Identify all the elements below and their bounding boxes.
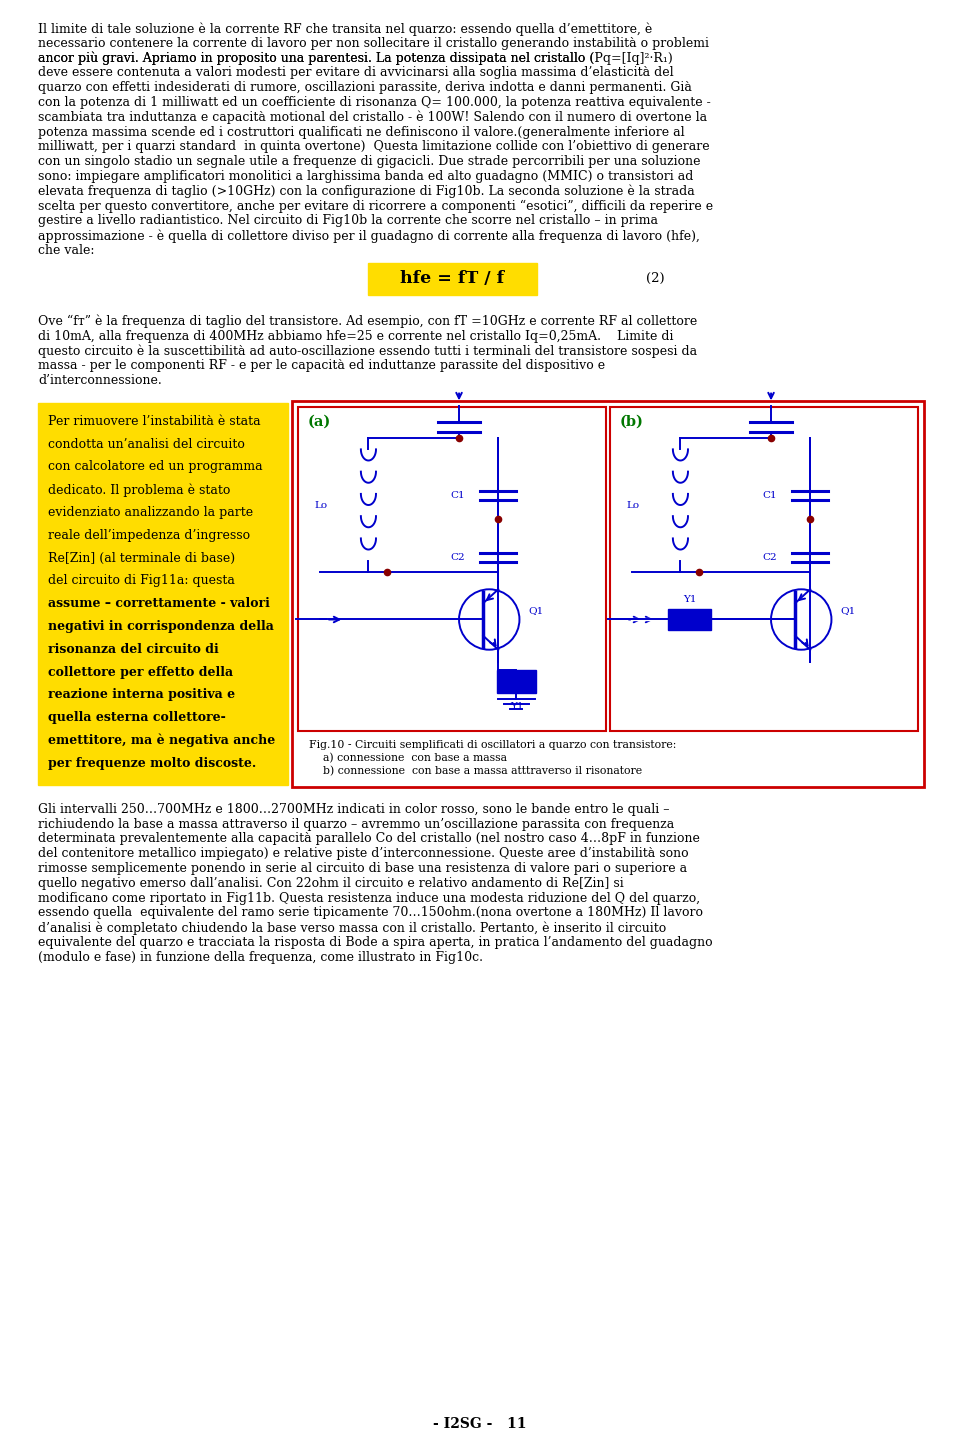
Text: - I2SG -   11: - I2SG - 11 <box>433 1417 527 1432</box>
Text: b) connessione  con base a massa atttraverso il risonatore: b) connessione con base a massa atttrave… <box>309 766 642 777</box>
Text: Y1: Y1 <box>510 703 523 711</box>
Text: gestire a livello radiantistico. Nel circuito di Fig10b la corrente che scorre n: gestire a livello radiantistico. Nel cir… <box>38 214 658 227</box>
Text: quello negativo emerso dall’analisi. Con 22ohm il circuito e relativo andamento : quello negativo emerso dall’analisi. Con… <box>38 876 624 889</box>
Text: hfe = fT / f: hfe = fT / f <box>400 270 505 288</box>
Text: necessario contenere la corrente di lavoro per non sollecitare il cristallo gene: necessario contenere la corrente di lavo… <box>38 36 709 49</box>
Text: scambiata tra induttanza e capacità motional del cristallo - è 100W! Salendo con: scambiata tra induttanza e capacità moti… <box>38 111 708 124</box>
Text: determinata prevalentemente alla capacità parallelo Co del cristallo (nel nostro: determinata prevalentemente alla capacit… <box>38 833 700 846</box>
Text: richiudendo la base a massa attraverso il quarzo – avremmo un’oscillazione paras: richiudendo la base a massa attraverso i… <box>38 817 674 830</box>
Text: Fig.10 - Circuiti semplificati di oscillatori a quarzo con transistore:: Fig.10 - Circuiti semplificati di oscill… <box>309 740 677 750</box>
Text: quella esterna collettore-: quella esterna collettore- <box>48 711 226 724</box>
Text: assume – correttamente - valori: assume – correttamente - valori <box>48 597 270 610</box>
Text: Il limite di tale soluzione è la corrente RF che transita nel quarzo: essendo qu: Il limite di tale soluzione è la corrent… <box>38 22 652 36</box>
Text: Q1: Q1 <box>841 606 855 615</box>
Text: d’interconnessione.: d’interconnessione. <box>38 375 161 388</box>
Text: evidenziato analizzando la parte: evidenziato analizzando la parte <box>48 506 253 519</box>
Text: del contenitore metallico impiegato) e relative piste d’interconnessione. Queste: del contenitore metallico impiegato) e r… <box>38 847 688 860</box>
Text: (2): (2) <box>646 272 664 285</box>
Text: con un singolo stadio un segnale utile a frequenze di gigacicli. Due strade perc: con un singolo stadio un segnale utile a… <box>38 155 701 168</box>
FancyBboxPatch shape <box>668 609 710 630</box>
Text: Ove “fᴛ” è la frequenza di taglio del transistore. Ad esempio, con fT =10GHz e c: Ove “fᴛ” è la frequenza di taglio del tr… <box>38 315 697 328</box>
Text: ancor più gravi. Apriamo in proposito una parentesi. La potenza dissipata nel cr: ancor più gravi. Apriamo in proposito un… <box>38 52 673 65</box>
Text: modificano come riportato in Fig11b. Questa resistenza induce una modesta riduzi: modificano come riportato in Fig11b. Que… <box>38 892 700 905</box>
Text: dedicato. Il problema è stato: dedicato. Il problema è stato <box>48 483 230 496</box>
Text: C1: C1 <box>762 492 777 500</box>
Text: (modulo e fase) in funzione della frequenza, come illustrato in Fig10c.: (modulo e fase) in funzione della freque… <box>38 951 483 964</box>
Text: C2: C2 <box>762 552 777 562</box>
Text: Lo: Lo <box>314 500 327 509</box>
Text: condotta un’analisi del circuito: condotta un’analisi del circuito <box>48 438 245 451</box>
Text: Lo: Lo <box>626 500 639 509</box>
Text: ancor più gravi. Apriamo in proposito una parentesi. La potenza dissipata nel cr: ancor più gravi. Apriamo in proposito un… <box>38 52 594 65</box>
FancyBboxPatch shape <box>610 406 918 730</box>
Text: Re[Zin] (al terminale di base): Re[Zin] (al terminale di base) <box>48 551 235 564</box>
Text: scelta per questo convertitore, anche per evitare di ricorrere a componenti “eso: scelta per questo convertitore, anche pe… <box>38 200 713 213</box>
Text: C2: C2 <box>450 552 465 562</box>
Text: reazione interna positiva e: reazione interna positiva e <box>48 688 235 701</box>
Text: Per rimuovere l’instabilità è stata: Per rimuovere l’instabilità è stata <box>48 415 260 428</box>
Text: rimosse semplicemente ponendo in serie al circuito di base una resistenza di val: rimosse semplicemente ponendo in serie a… <box>38 862 687 875</box>
Text: per frequenze molto discoste.: per frequenze molto discoste. <box>48 756 256 769</box>
Text: emettitore, ma è negativa anche: emettitore, ma è negativa anche <box>48 735 276 748</box>
FancyBboxPatch shape <box>38 403 288 785</box>
Text: deve essere contenuta a valori modesti per evitare di avvicinarsi alla soglia ma: deve essere contenuta a valori modesti p… <box>38 67 674 80</box>
Text: quarzo con effetti indesiderati di rumore, oscillazioni parassite, deriva indott: quarzo con effetti indesiderati di rumor… <box>38 81 692 94</box>
Text: risonanza del circuito di: risonanza del circuito di <box>48 643 219 656</box>
FancyBboxPatch shape <box>292 401 924 787</box>
Text: equivalente del quarzo e tracciata la risposta di Bode a spira aperta, in pratic: equivalente del quarzo e tracciata la ri… <box>38 936 712 949</box>
FancyBboxPatch shape <box>368 263 537 295</box>
Text: Gli intervalli 250…700MHz e 1800…2700MHz indicati in color rosso, sono le bande : Gli intervalli 250…700MHz e 1800…2700MHz… <box>38 803 669 816</box>
FancyBboxPatch shape <box>298 406 606 730</box>
Text: di 10mA, alla frequenza di 400MHz abbiamo hfe=25 e corrente nel cristallo Iq=0,2: di 10mA, alla frequenza di 400MHz abbiam… <box>38 330 674 343</box>
Text: d’analisi è completato chiudendo la base verso massa con il cristallo. Pertanto,: d’analisi è completato chiudendo la base… <box>38 921 666 934</box>
Text: essendo quella  equivalente del ramo serie tipicamente 70…150ohm.(nona overtone : essendo quella equivalente del ramo seri… <box>38 907 703 920</box>
Text: reale dell’impedenza d’ingresso: reale dell’impedenza d’ingresso <box>48 529 251 542</box>
Text: con la potenza di 1 milliwatt ed un coefficiente di risonanza Q= 100.000, la pot: con la potenza di 1 milliwatt ed un coef… <box>38 95 710 108</box>
Text: massa - per le componenti RF - e per le capacità ed induttanze parassite del dis: massa - per le componenti RF - e per le … <box>38 359 605 372</box>
Text: approssimazione - è quella di collettore diviso per il guadagno di corrente alla: approssimazione - è quella di collettore… <box>38 230 700 243</box>
Text: Q1: Q1 <box>529 606 543 615</box>
Text: a) connessione  con base a massa: a) connessione con base a massa <box>309 753 507 763</box>
FancyBboxPatch shape <box>496 671 536 693</box>
Text: elevata frequenza di taglio (>10GHz) con la configurazione di Fig10b. La seconda: elevata frequenza di taglio (>10GHz) con… <box>38 185 695 198</box>
Text: (b): (b) <box>620 415 644 429</box>
Text: milliwatt, per i quarzi standard  in quinta overtone)  Questa limitazione collid: milliwatt, per i quarzi standard in quin… <box>38 140 709 153</box>
Text: potenza massima scende ed i costruttori qualificati ne definiscono il valore.(ge: potenza massima scende ed i costruttori … <box>38 126 684 139</box>
Text: negativi in corrispondenza della: negativi in corrispondenza della <box>48 620 274 633</box>
Text: questo circuito è la suscettibilità ad auto-oscillazione essendo tutti i termina: questo circuito è la suscettibilità ad a… <box>38 344 697 359</box>
Text: C1: C1 <box>450 492 465 500</box>
Text: con calcolatore ed un programma: con calcolatore ed un programma <box>48 460 263 473</box>
Text: (a): (a) <box>308 415 331 429</box>
Text: collettore per effetto della: collettore per effetto della <box>48 665 233 678</box>
Text: del circuito di Fig11a: questa: del circuito di Fig11a: questa <box>48 574 235 587</box>
Text: sono: impiegare amplificatori monolitici a larghissima banda ed alto guadagno (M: sono: impiegare amplificatori monolitici… <box>38 171 693 184</box>
Text: Y1: Y1 <box>683 596 696 604</box>
Text: che vale:: che vale: <box>38 244 94 257</box>
